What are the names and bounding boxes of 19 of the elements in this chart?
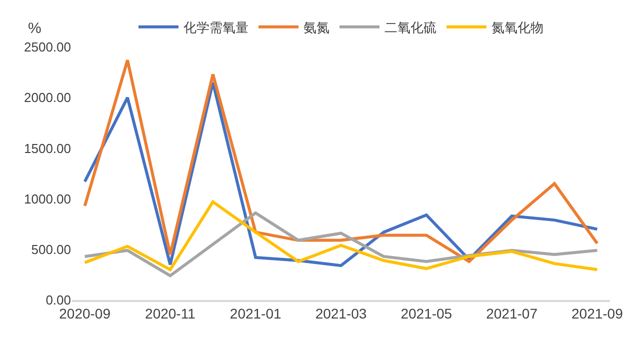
x-tick-label: 2020-09	[59, 306, 111, 322]
y-tick-label: 1500.00	[24, 140, 71, 156]
x-tick-label: 2021-01	[230, 306, 282, 322]
legend-label: 二氧化硫	[384, 20, 436, 35]
y-tick-label: 500.00	[31, 242, 71, 257]
x-tick-label: 2020-11	[145, 306, 196, 322]
line-series	[83, 200, 599, 272]
legend-label: 氮氧化物	[492, 20, 544, 35]
legend-label: 化学需氧量	[184, 20, 248, 35]
x-tick-label: 2021-05	[400, 306, 452, 322]
legend-label: 氨氮	[304, 20, 330, 35]
y-axis-title: %	[28, 20, 42, 37]
x-tick-label: 2021-07	[486, 306, 538, 322]
y-tick-label: 1000.00	[24, 191, 71, 206]
y-tick-label: 0.00	[46, 292, 71, 308]
x-tick-label: 2021-03	[315, 306, 367, 322]
x-tick-label: 2021-09	[571, 306, 624, 322]
y-tick-label: 2500.00	[24, 40, 71, 55]
y-tick-label: 2000.00	[24, 90, 71, 106]
